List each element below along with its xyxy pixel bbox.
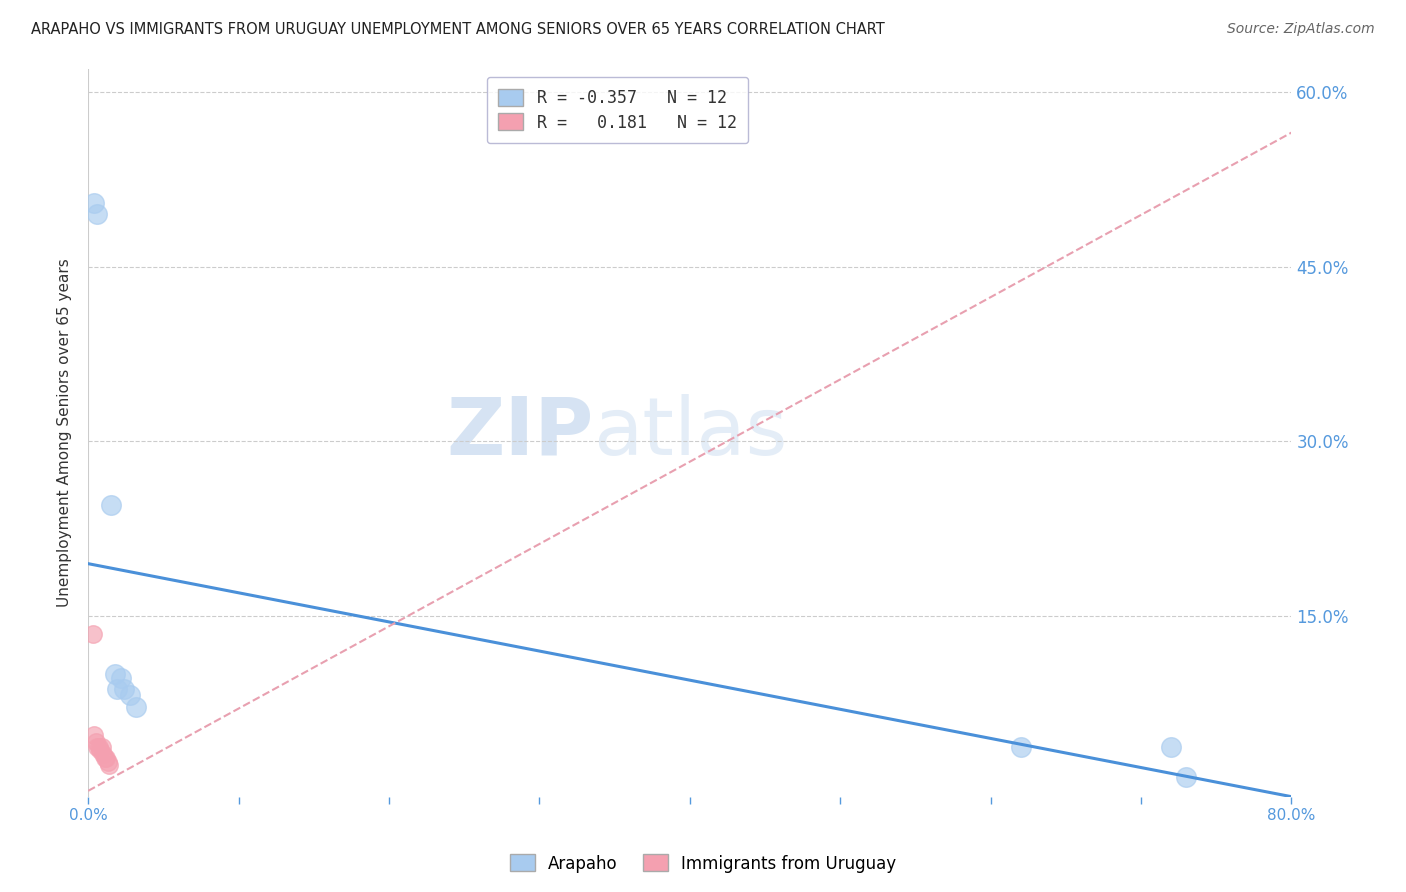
Point <box>105 682 128 697</box>
Point <box>97 755 120 769</box>
Text: atlas: atlas <box>593 393 787 472</box>
Text: Source: ZipAtlas.com: Source: ZipAtlas.com <box>1227 22 1375 37</box>
Point <box>83 728 105 742</box>
Y-axis label: Unemployment Among Seniors over 65 years: Unemployment Among Seniors over 65 years <box>58 258 72 607</box>
Point <box>98 758 121 772</box>
Point <box>96 751 118 765</box>
Point <box>82 626 104 640</box>
Point <box>112 682 135 697</box>
Point <box>93 751 115 765</box>
Point <box>90 739 112 754</box>
Point <box>84 735 107 749</box>
Point <box>1160 739 1182 754</box>
Point <box>86 739 108 754</box>
Point <box>110 671 132 685</box>
Point <box>89 743 111 757</box>
Point <box>100 499 122 513</box>
Legend: R = -0.357   N = 12, R =   0.181   N = 12: R = -0.357 N = 12, R = 0.181 N = 12 <box>486 77 748 144</box>
Point <box>1175 770 1198 784</box>
Point <box>120 689 142 703</box>
Point <box>86 207 108 221</box>
Point <box>1010 739 1032 754</box>
Point <box>87 739 110 754</box>
Point <box>104 667 127 681</box>
Legend: Arapaho, Immigrants from Uruguay: Arapaho, Immigrants from Uruguay <box>503 847 903 880</box>
Point <box>125 700 148 714</box>
Text: ARAPAHO VS IMMIGRANTS FROM URUGUAY UNEMPLOYMENT AMONG SENIORS OVER 65 YEARS CORR: ARAPAHO VS IMMIGRANTS FROM URUGUAY UNEMP… <box>31 22 884 37</box>
Point <box>83 195 105 210</box>
Text: ZIP: ZIP <box>446 393 593 472</box>
Point <box>91 747 114 761</box>
